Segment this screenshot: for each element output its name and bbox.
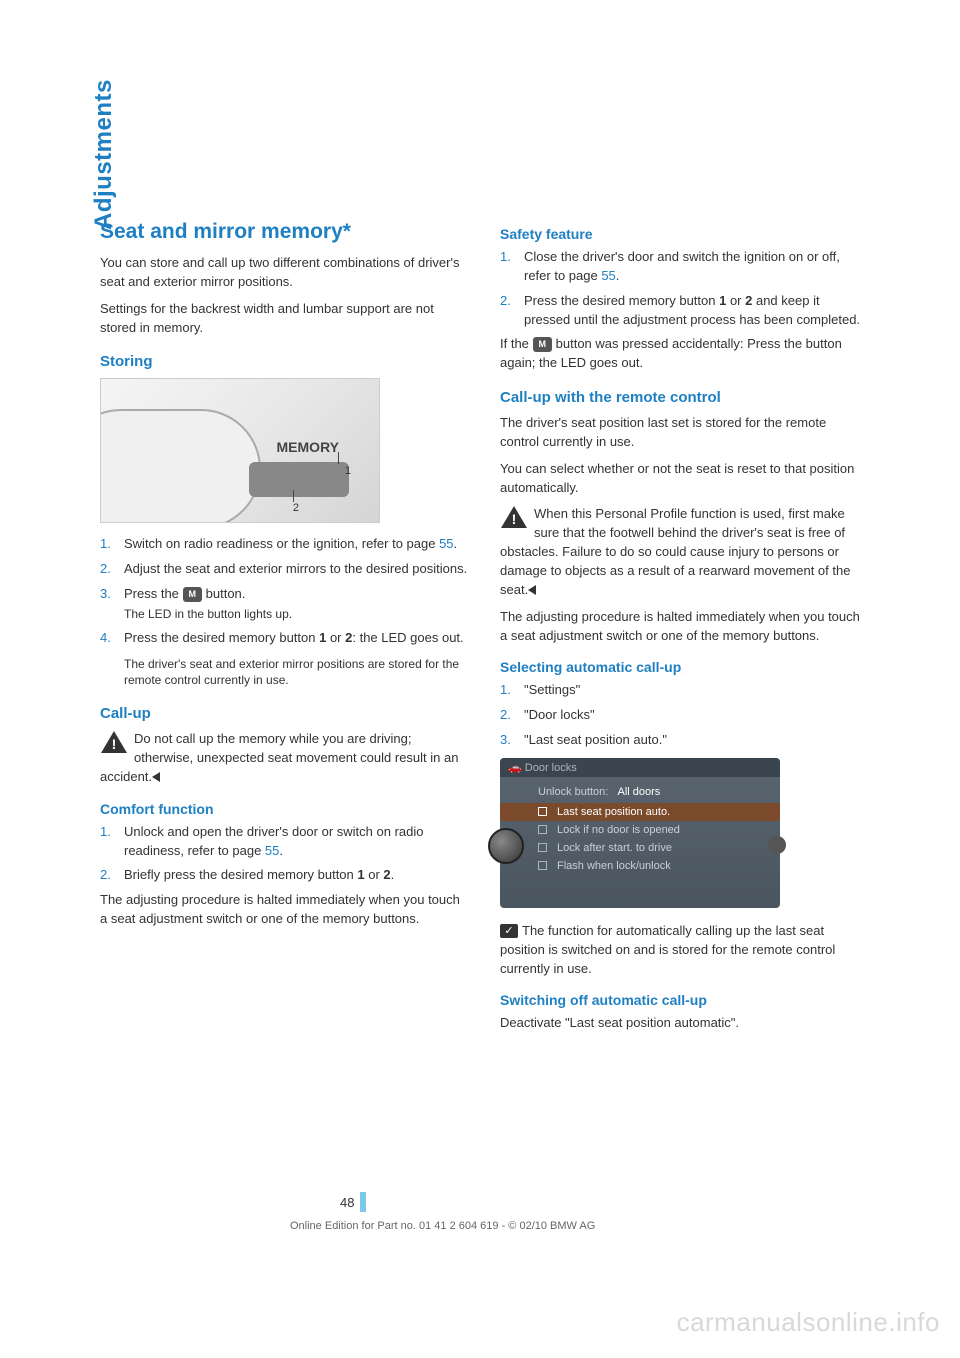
screenshot-row: Flash when lock/unlock [510, 857, 770, 875]
storing-steps: 1. Switch on radio readiness or the igni… [100, 535, 468, 689]
select-steps: 1."Settings" 2."Door locks" 3."Last seat… [500, 681, 868, 750]
screenshot-row: Lock if no door is opened [510, 821, 770, 839]
callup-warning: ! Do not call up the memory while you ar… [100, 730, 468, 787]
switchoff-text: Deactivate "Last seat position automatic… [500, 1014, 868, 1033]
idrive-screenshot: 🚗 Door locks Unlock button: All doors La… [500, 758, 780, 908]
checkbox-icon: ✓ [500, 924, 518, 938]
idrive-knob-icon [488, 828, 524, 864]
select-step-2: 2."Door locks" [500, 706, 868, 725]
arrow-left-icon [528, 585, 536, 595]
left-column: Seat and mirror memory* You can store an… [100, 220, 468, 1041]
comfort-heading: Comfort function [100, 801, 468, 817]
warning-icon: ! [500, 505, 528, 529]
idrive-button-icon [768, 836, 786, 854]
memory-callout-2: 2 [293, 502, 299, 514]
page-number: 48 [340, 1195, 354, 1210]
storing-heading: Storing [100, 353, 468, 370]
memory-illustration: MEMORY 1 2 [100, 378, 380, 523]
safety-steps: 1. Close the driver's door and switch th… [500, 248, 868, 329]
storing-step-4: 4. Press the desired memory button 1 or … [100, 629, 468, 689]
svg-text:!: ! [112, 736, 117, 752]
watermark: carmanualsonline.info [677, 1307, 940, 1338]
select-step-3: 3."Last seat position auto." [500, 731, 868, 750]
comfort-note: The adjusting procedure is halted immedi… [100, 891, 468, 929]
intro-paragraph-2: Settings for the backrest width and lumb… [100, 300, 468, 338]
screenshot-title: 🚗 Door locks [500, 758, 780, 777]
page-link[interactable]: 55 [265, 843, 279, 858]
m-button-icon: M [183, 587, 203, 602]
select-step-1: 1."Settings" [500, 681, 868, 700]
safety-note: If the M button was pressed accidentally… [500, 335, 868, 373]
comfort-steps: 1. Unlock and open the driver's door or … [100, 823, 468, 886]
screenshot-row-highlighted: Last seat position auto. [500, 803, 780, 821]
warning-icon: ! [100, 730, 128, 754]
intro-paragraph-1: You can store and call up two different … [100, 254, 468, 292]
m-button-icon: M [533, 337, 553, 352]
comfort-step-1: 1. Unlock and open the driver's door or … [100, 823, 468, 861]
remote-p2: You can select whether or not the seat i… [500, 460, 868, 498]
storing-step-1: 1. Switch on radio readiness or the igni… [100, 535, 468, 554]
storing-step-2: 2. Adjust the seat and exterior mirrors … [100, 560, 468, 579]
screenshot-unlock-row: Unlock button: All doors [510, 783, 770, 801]
arrow-left-icon [152, 772, 160, 782]
remote-p3: The adjusting procedure is halted immedi… [500, 608, 868, 646]
svg-text:!: ! [512, 511, 517, 527]
memory-callout-1: 1 [345, 465, 351, 477]
remote-heading: Call-up with the remote control [500, 389, 868, 406]
page-link[interactable]: 55 [601, 268, 615, 283]
main-heading: Seat and mirror memory* [100, 220, 468, 244]
select-heading: Selecting automatic call-up [500, 659, 868, 675]
remote-p1: The driver's seat position last set is s… [500, 414, 868, 452]
safety-step-2: 2. Press the desired memory button 1 or … [500, 292, 868, 330]
memory-label: MEMORY [277, 439, 339, 455]
right-column: Safety feature 1. Close the driver's doo… [500, 220, 868, 1041]
remote-warning: ! When this Personal Profile function is… [500, 505, 868, 599]
page-content: Seat and mirror memory* You can store an… [100, 220, 870, 1041]
footer-text: Online Edition for Part no. 01 41 2 604 … [290, 1220, 595, 1232]
page-link[interactable]: 55 [439, 536, 453, 551]
auto-note: ✓The function for automatically calling … [500, 922, 868, 979]
screenshot-row: Lock after start. to drive [510, 839, 770, 857]
page-number-bar [360, 1192, 366, 1212]
callup-heading: Call-up [100, 705, 468, 722]
safety-heading: Safety feature [500, 226, 868, 242]
storing-step-3: 3. Press the M button. The LED in the bu… [100, 585, 468, 623]
safety-step-1: 1. Close the driver's door and switch th… [500, 248, 868, 286]
comfort-step-2: 2. Briefly press the desired memory butt… [100, 866, 468, 885]
switchoff-heading: Switching off automatic call-up [500, 992, 868, 1008]
section-label: Adjustments [90, 79, 118, 230]
